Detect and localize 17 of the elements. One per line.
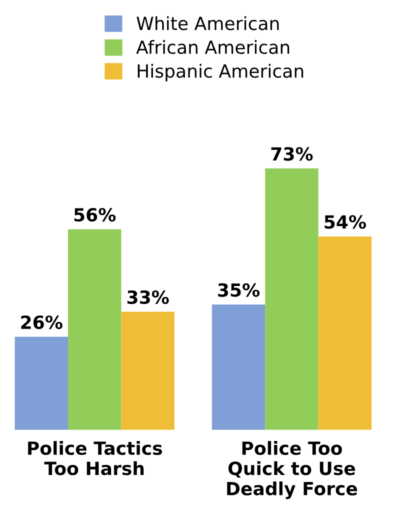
data-label: 56% — [74, 208, 116, 222]
bar — [318, 236, 372, 430]
data-label: 26% — [21, 315, 62, 330]
legend-label: African American — [136, 40, 290, 54]
x-tick-label: Police Too Quick to Use Deadly Force — [227, 441, 358, 500]
x-tick-label: Police Tactics Too Harsh — [28, 441, 162, 476]
bar — [212, 304, 266, 430]
bar — [14, 336, 68, 430]
data-label: 54% — [324, 215, 366, 229]
bar — [121, 312, 174, 430]
data-label: 33% — [127, 290, 169, 304]
bar — [265, 168, 318, 430]
bar — [68, 229, 122, 430]
data-label: 35% — [218, 283, 260, 297]
legend-label: Hispanic American — [138, 64, 304, 82]
legend-label: White American — [136, 16, 279, 30]
data-label: 73% — [271, 147, 313, 161]
